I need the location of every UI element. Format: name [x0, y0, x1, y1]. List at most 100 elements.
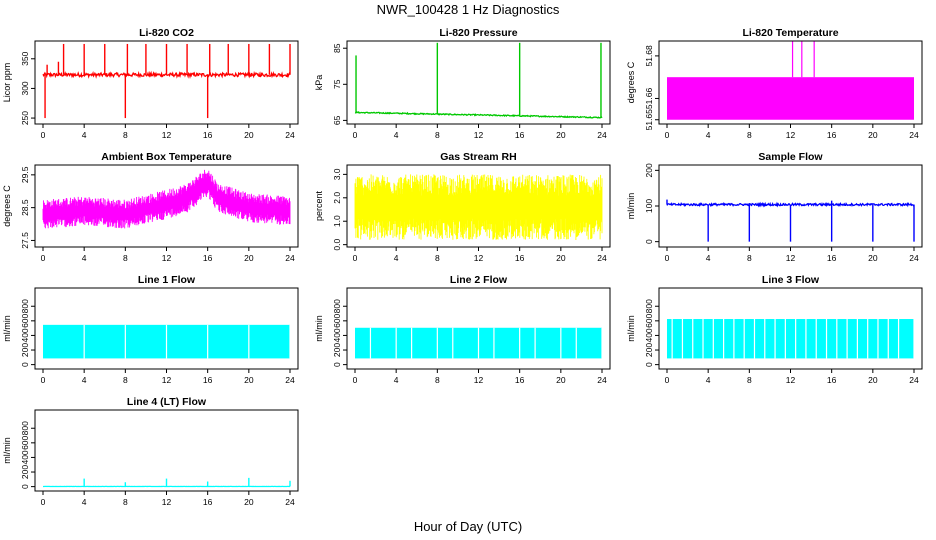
- x-tick-label: 8: [435, 375, 440, 385]
- y-tick-label: 600: [644, 313, 654, 327]
- series-marks: [354, 174, 603, 240]
- x-tick-label: 12: [162, 130, 172, 140]
- x-tick-label: 16: [827, 130, 837, 140]
- y-tick-label: 0: [332, 362, 342, 367]
- plot-frame: [346, 40, 611, 125]
- x-tick-label: 0: [41, 375, 46, 385]
- y-tick-label: 27.5: [20, 232, 30, 249]
- panel-title: Line 2 Flow: [450, 274, 508, 286]
- y-tick-label: 400: [332, 328, 342, 342]
- y-tick-label: 800: [20, 299, 30, 313]
- y-tick-label: 400: [20, 328, 30, 342]
- x-tick-label: 20: [868, 253, 878, 263]
- y-tick-label: 250: [20, 111, 30, 125]
- x-tick-label: 4: [82, 130, 87, 140]
- y-axis-label: degrees C: [2, 185, 12, 227]
- y-axis-label: ml/min: [314, 315, 324, 342]
- x-tick-label: 4: [82, 497, 87, 507]
- y-tick-label: 300: [20, 81, 30, 95]
- y-axis-label: degrees C: [626, 61, 636, 103]
- y-tick-label: 51.65: [644, 109, 654, 131]
- panel-ambient-box-temperature: Ambient Box Temperature degrees C 27.5 28.5…: [2, 151, 299, 263]
- panel-li-820-co2: Li-820 CO2 Licor ppm 250 300 350 0 4 8 12 16 20 24: [2, 27, 299, 140]
- x-tick-label: 24: [909, 375, 919, 385]
- x-tick-label: 12: [162, 253, 172, 263]
- x-tick-label: 8: [747, 253, 752, 263]
- y-axis-label: ml/min: [2, 437, 12, 464]
- y-tick-label: 0: [644, 239, 654, 244]
- y-tick-label: 600: [20, 313, 30, 327]
- x-tick-label: 20: [868, 375, 878, 385]
- y-tick-label: 28.5: [20, 199, 30, 216]
- x-tick-label: 4: [394, 375, 399, 385]
- x-tick-label: 24: [285, 130, 295, 140]
- panel-title: Li-820 Temperature: [742, 27, 838, 39]
- y-axis-label: ml/min: [626, 315, 636, 342]
- x-tick-label: 8: [747, 375, 752, 385]
- y-tick-label: 1.0: [332, 215, 342, 227]
- x-tick-label: 8: [123, 253, 128, 263]
- y-axis-label: ml/min: [626, 193, 636, 220]
- y-tick-label: 400: [644, 328, 654, 342]
- y-tick-label: 85: [332, 43, 342, 53]
- x-tick-label: 20: [556, 253, 566, 263]
- x-tick-label: 0: [41, 253, 46, 263]
- y-tick-label: 51.66: [644, 88, 654, 110]
- x-tick-label: 8: [123, 497, 128, 507]
- x-tick-label: 12: [786, 130, 796, 140]
- x-tick-label: 8: [123, 375, 128, 385]
- y-tick-label: 800: [332, 299, 342, 313]
- y-axis-label: kPa: [314, 75, 324, 91]
- x-tick-label: 20: [868, 130, 878, 140]
- x-tick-label: 0: [665, 253, 670, 263]
- series-marks: [43, 477, 291, 488]
- series-marks: [355, 327, 603, 359]
- x-tick-label: 16: [203, 375, 213, 385]
- x-tick-label: 20: [556, 130, 566, 140]
- panel-title: Line 1 Flow: [138, 274, 196, 286]
- data-envelope: [42, 169, 291, 229]
- y-tick-label: 200: [20, 465, 30, 479]
- x-tick-label: 4: [706, 253, 711, 263]
- x-tick-label: 12: [474, 253, 484, 263]
- y-tick-label: 3.0: [332, 168, 342, 180]
- x-tick-label: 12: [786, 375, 796, 385]
- x-tick-label: 0: [665, 375, 670, 385]
- x-tick-label: 0: [41, 130, 46, 140]
- x-tick-label: 8: [747, 130, 752, 140]
- series-marks: [666, 199, 915, 242]
- x-tick-label: 4: [706, 130, 711, 140]
- y-axis-label: ml/min: [2, 315, 12, 342]
- y-tick-label: 100: [644, 199, 654, 213]
- panel-title: Ambient Box Temperature: [101, 151, 232, 163]
- y-axis-label: Licor ppm: [2, 63, 12, 103]
- x-tick-label: 4: [82, 253, 87, 263]
- y-tick-label: 600: [20, 435, 30, 449]
- panel-gas-stream-rh: Gas Stream RH percent 0.0 1.0 2.0 3.0 0 4 8 12 16 2…: [314, 151, 611, 263]
- x-tick-label: 16: [203, 253, 213, 263]
- x-tick-label: 12: [474, 375, 484, 385]
- data-band: [667, 77, 914, 120]
- x-tick-label: 24: [597, 253, 607, 263]
- data-envelope: [354, 174, 603, 240]
- x-tick-label: 0: [41, 497, 46, 507]
- y-tick-label: 600: [332, 313, 342, 327]
- x-tick-label: 12: [786, 253, 796, 263]
- x-tick-label: 20: [244, 375, 254, 385]
- panel-title: Line 3 Flow: [762, 274, 820, 286]
- x-tick-label: 16: [827, 375, 837, 385]
- x-tick-label: 4: [394, 253, 399, 263]
- y-tick-label: 800: [644, 299, 654, 313]
- x-tick-label: 0: [353, 375, 358, 385]
- y-tick-label: 200: [644, 343, 654, 357]
- panel-title: Sample Flow: [758, 151, 823, 163]
- x-tick-label: 24: [285, 253, 295, 263]
- y-tick-label: 200: [332, 343, 342, 357]
- x-tick-label: 16: [515, 253, 525, 263]
- series-marks: [42, 43, 291, 119]
- x-tick-label: 16: [515, 375, 525, 385]
